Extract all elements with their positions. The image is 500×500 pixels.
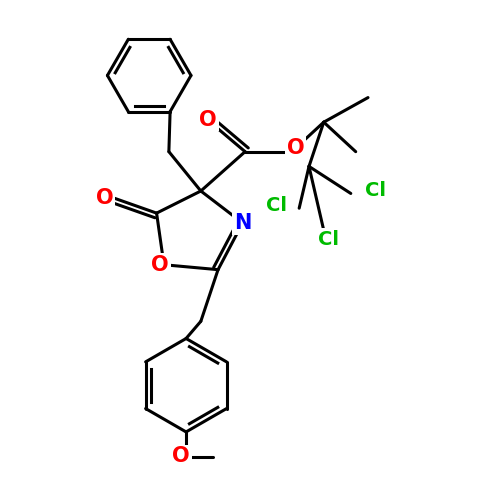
Text: O: O <box>172 446 190 466</box>
Text: O: O <box>287 138 304 158</box>
Text: Cl: Cl <box>266 196 287 215</box>
Text: N: N <box>234 213 252 233</box>
Text: O: O <box>151 254 169 274</box>
Text: Cl: Cl <box>364 182 386 201</box>
Text: O: O <box>96 188 114 208</box>
Text: O: O <box>200 110 217 130</box>
Text: Cl: Cl <box>318 230 339 248</box>
